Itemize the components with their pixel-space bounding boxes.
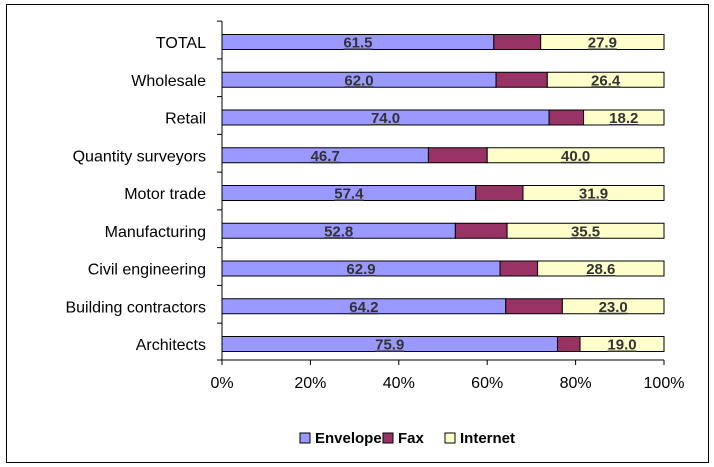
- x-tick-label-4: 80%: [560, 375, 592, 392]
- legend-label-envelope: Envelope: [315, 430, 382, 447]
- bar-wholesale-internet: [546, 71, 665, 88]
- data-label-building-contractors-internet: 23.0: [599, 299, 628, 316]
- bar-quantity-surveyors-internet: [486, 147, 665, 164]
- bar-building-contractors-internet: [561, 298, 665, 315]
- data-label-wholesale-envelope: 62.0: [344, 72, 373, 89]
- data-label-motor-trade-envelope: 57.4: [334, 186, 364, 203]
- data-label-architects-envelope: 75.9: [375, 337, 404, 354]
- legend-swatch-fax: [382, 432, 394, 444]
- x-tick-label-2: 40%: [383, 375, 415, 392]
- data-label-building-contractors-envelope: 64.2: [349, 299, 378, 316]
- data-label-retail-envelope: 74.0: [371, 110, 400, 127]
- data-label-architects-internet: 19.0: [607, 337, 636, 354]
- data-label-retail-internet: 18.2: [609, 110, 638, 127]
- category-label-motor-trade: Motor trade: [124, 186, 206, 203]
- bar-total-fax: [493, 34, 542, 50]
- bar-motor-trade-internet: [522, 185, 665, 201]
- category-label-wholesale: Wholesale: [131, 73, 206, 90]
- legend-label-internet: Internet: [460, 430, 515, 447]
- data-label-manufacturing-internet: 35.5: [571, 223, 600, 240]
- bar-motor-trade-fax: [475, 185, 524, 201]
- category-label-civil-engineering: Civil engineering: [88, 262, 206, 279]
- data-label-total-envelope: 61.5: [343, 35, 372, 52]
- bar-retail-internet: [583, 109, 665, 126]
- category-label-total: TOTAL: [156, 35, 206, 52]
- data-label-civil-engineering-internet: 28.6: [586, 261, 615, 278]
- category-label-retail: Retail: [165, 111, 206, 128]
- bar-manufacturing-fax: [454, 222, 508, 239]
- category-label-manufacturing: Manufacturing: [105, 224, 206, 241]
- data-label-total-internet: 27.9: [588, 35, 617, 52]
- category-label-quantity-surveyors: Quantity surveyors: [73, 148, 206, 165]
- category-label-architects: Architects: [136, 337, 206, 354]
- bar-wholesale-fax: [495, 71, 548, 88]
- bar-total-internet: [540, 34, 665, 50]
- bar-civil-engineering-fax: [499, 260, 539, 277]
- legend-swatch-internet: [444, 432, 456, 444]
- bar-manufacturing-internet: [506, 222, 665, 239]
- x-tick-label-0: 0%: [210, 375, 233, 392]
- legend-swatch-envelope: [299, 432, 311, 444]
- bar-civil-engineering-internet: [537, 260, 665, 277]
- bar-architects-fax: [556, 336, 581, 352]
- data-label-civil-engineering-envelope: 62.9: [346, 261, 375, 278]
- data-label-quantity-surveyors-envelope: 46.7: [311, 148, 340, 165]
- data-label-manufacturing-envelope: 52.8: [324, 223, 353, 240]
- bar-building-contractors-fax: [505, 298, 563, 315]
- bar-architects-internet: [579, 336, 665, 352]
- x-tick-label-5: 100%: [644, 375, 685, 392]
- legend-label-fax: Fax: [398, 430, 425, 447]
- bar-retail-fax: [548, 109, 585, 126]
- x-tick-label-1: 20%: [294, 375, 326, 392]
- data-label-wholesale-internet: 26.4: [591, 72, 621, 89]
- x-tick-label-3: 60%: [471, 375, 503, 392]
- bar-quantity-surveyors-fax: [427, 147, 488, 164]
- data-label-motor-trade-internet: 31.9: [579, 186, 608, 203]
- data-label-quantity-surveyors-internet: 40.0: [561, 148, 590, 165]
- category-label-building-contractors: Building contractors: [65, 299, 206, 316]
